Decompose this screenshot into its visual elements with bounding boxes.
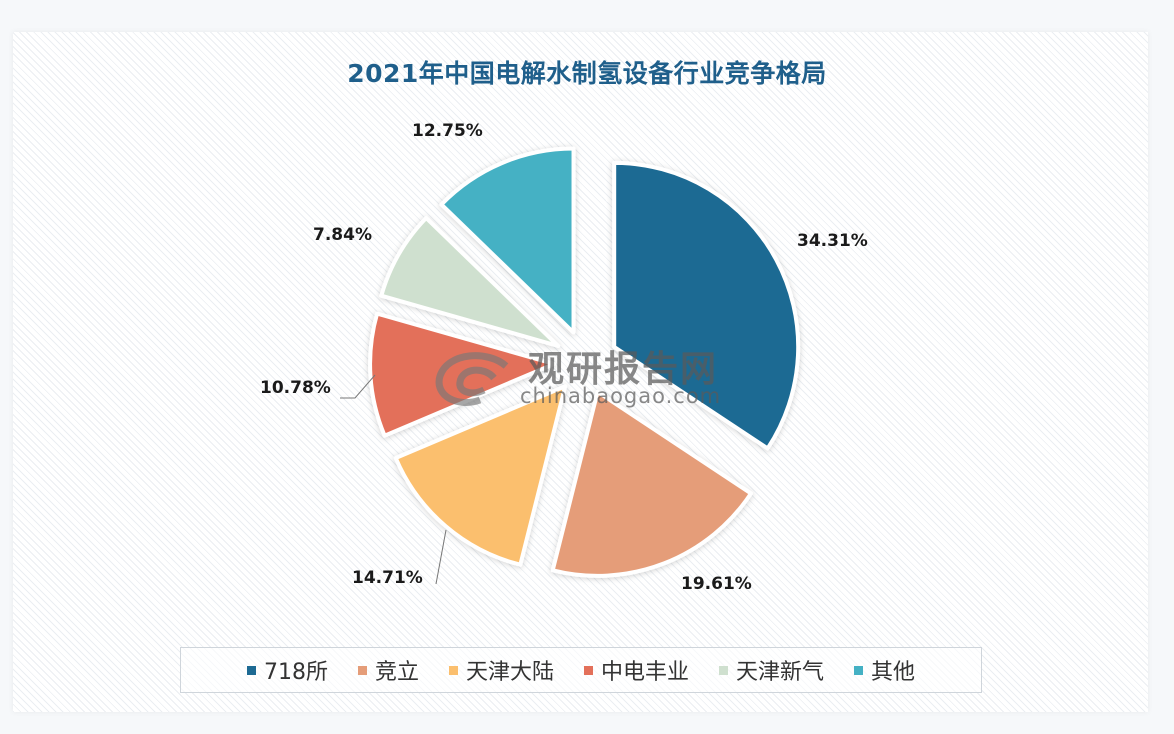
legend-item-718[interactable]: 718所 xyxy=(246,654,328,686)
slice-other xyxy=(439,146,576,335)
label-tianjin-dalu: 14.71% xyxy=(352,568,423,588)
slice-tianjin-xinqi xyxy=(379,215,561,349)
label-other: 12.75% xyxy=(412,121,483,141)
slice-jingli xyxy=(550,389,753,578)
leader-line-14.71 xyxy=(435,529,447,585)
slice-tianjin-dalu xyxy=(393,384,568,567)
chart-title: 2021年中国电解水制氢设备行业竞争格局 xyxy=(347,59,827,88)
legend: 718所 竞立 天津大陆 中电丰业 天津新气 其他 xyxy=(180,647,982,693)
label-zhongdian-fengye: 10.78% xyxy=(260,378,331,398)
legend-swatch-icon xyxy=(854,665,864,675)
legend-item-jingli[interactable]: 竞立 xyxy=(357,654,419,686)
slice-718 xyxy=(612,160,801,451)
legend-swatch-icon xyxy=(719,665,728,675)
legend-swatch-icon xyxy=(357,665,367,675)
legend-swatch-icon xyxy=(246,665,256,675)
chart-panel xyxy=(13,32,1148,712)
leader-line-10.78 xyxy=(340,374,376,399)
legend-item-tianjin-dalu[interactable]: 天津大陆 xyxy=(448,654,554,686)
label-jingli: 19.61% xyxy=(681,574,752,594)
legend-item-tianjin-xinqi[interactable]: 天津新气 xyxy=(719,654,824,686)
legend-swatch-icon xyxy=(448,665,458,675)
label-tianjin-xinqi: 7.84% xyxy=(313,225,372,245)
legend-item-other[interactable]: 其他 xyxy=(854,654,915,686)
legend-swatch-icon xyxy=(583,665,593,675)
label-718: 34.31% xyxy=(797,231,868,251)
legend-item-zhongdian-fengye[interactable]: 中电丰业 xyxy=(583,654,689,686)
